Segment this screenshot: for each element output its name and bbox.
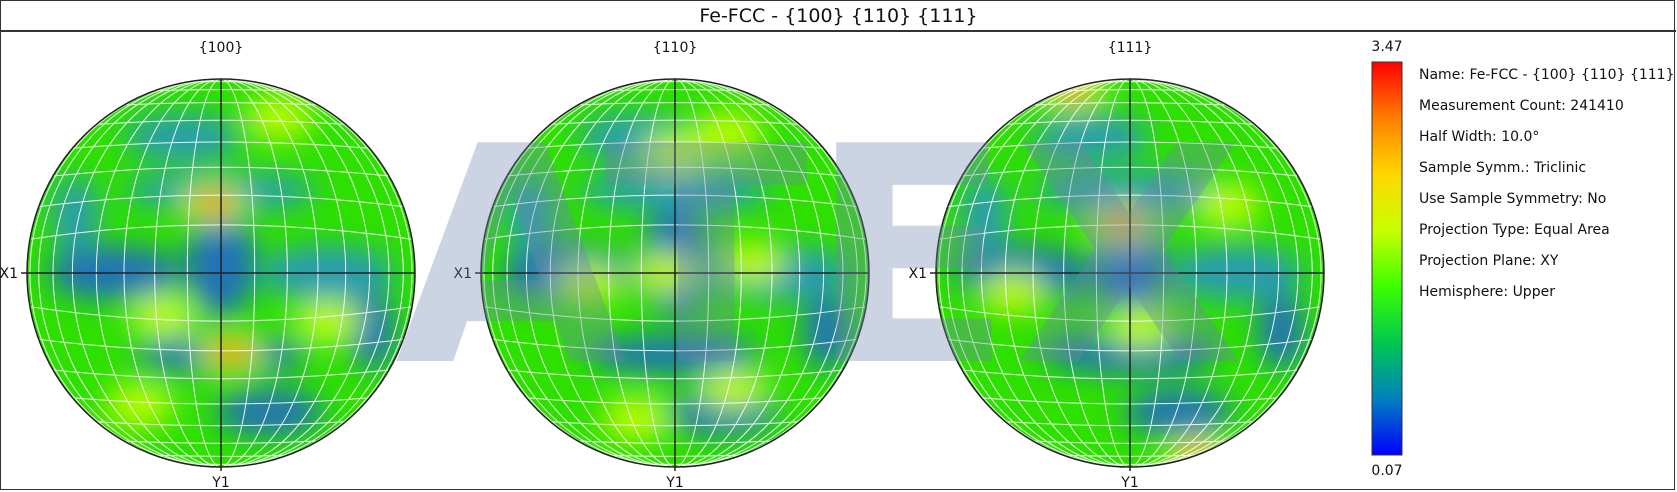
- pole-figure-1: {100} X1 Y1: [0, 40, 416, 490]
- info-use-sample-symmetry: Use Sample Symmetry: No: [1419, 191, 1606, 207]
- hotspot-halo: [695, 111, 764, 156]
- info-name: Name: Fe-FCC - {100} {110} {111}: [1419, 67, 1675, 83]
- low-density-region: [1258, 292, 1305, 371]
- hotspot-halo: [293, 299, 362, 344]
- hotspot-peak: [218, 346, 243, 359]
- pole-figure-panel: {100} X1 Y1 {110} X1 Y1 {111} X1 Y1 3.47 0.07 Na…: [0, 39, 1675, 490]
- hotspot-peak: [201, 197, 226, 210]
- pole-figure-title: {100}: [199, 40, 244, 56]
- colorbar: 3.47 0.07: [1371, 39, 1402, 479]
- y-axis-label: Y1: [211, 475, 229, 490]
- low-density-region: [52, 176, 99, 254]
- y-axis-label: Y1: [1120, 475, 1138, 490]
- low-density-region: [124, 113, 241, 161]
- info-measurement-count: Measurement Count: 241410: [1419, 98, 1624, 114]
- low-density-region: [349, 292, 396, 371]
- colorbar-max-label: 3.47: [1371, 39, 1402, 55]
- figure-title: Fe-FCC - {100} {110} {111}: [1, 1, 1676, 32]
- pole-figure-title: {111}: [1108, 40, 1153, 56]
- colorbar-bar: [1371, 61, 1403, 456]
- pole-figure-title: {110}: [653, 40, 698, 56]
- hotspot-halo: [1105, 305, 1174, 350]
- hotspot-halo: [602, 396, 671, 441]
- hotspot-halo: [979, 270, 1048, 315]
- low-density-region: [803, 292, 850, 371]
- info-hemisphere: Hemisphere: Upper: [1419, 284, 1555, 300]
- info-half-width: Half Width: 10.0°: [1419, 129, 1539, 145]
- watermark: ATEX: [395, 83, 1245, 432]
- x-axis-label: X1: [0, 266, 18, 282]
- x-axis-label: X1: [454, 266, 473, 282]
- colorbar-min-label: 0.07: [1371, 463, 1402, 479]
- pole-figure-2: {110} X1 Y1: [454, 40, 870, 490]
- x-axis-label: X1: [909, 266, 928, 282]
- info-sample-symmetry: Sample Symm.: Triclinic: [1419, 160, 1586, 176]
- pole-figure-outline: [480, 78, 870, 468]
- info-panel: Name: Fe-FCC - {100} {110} {111} Measure…: [1419, 67, 1675, 300]
- hotspot-halo: [553, 260, 622, 305]
- pole-figure-outline: [935, 78, 1325, 468]
- hotspot-halo: [128, 293, 197, 338]
- info-projection-type: Projection Type: Equal Area: [1419, 222, 1610, 238]
- hotspot-halo: [718, 241, 787, 286]
- low-density-region: [1033, 113, 1150, 161]
- pole-figure-outline: [26, 78, 416, 468]
- info-projection-plane: Projection Plane: XY: [1419, 253, 1559, 269]
- hotspot-halo: [105, 382, 174, 427]
- y-axis-label: Y1: [665, 475, 683, 490]
